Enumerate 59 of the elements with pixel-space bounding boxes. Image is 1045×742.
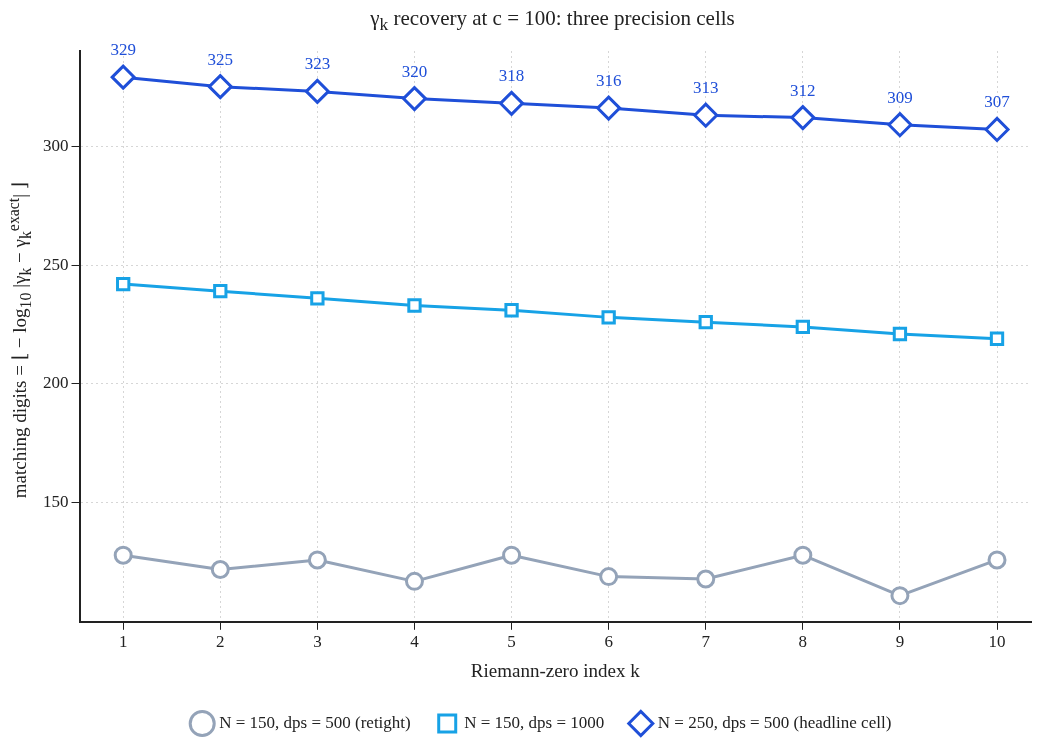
point — [401, 86, 427, 112]
point — [984, 116, 1010, 142]
point — [404, 571, 424, 591]
x-tick-label: 1 — [118, 632, 128, 652]
legend-label: N = 250, dps = 500 (headline cell) — [657, 712, 892, 732]
point — [207, 74, 233, 100]
point — [304, 78, 330, 104]
x-tick-label: 3 — [313, 632, 322, 652]
data-label: 313 — [692, 78, 719, 98]
point — [795, 319, 810, 335]
data-label: 320 — [401, 61, 428, 81]
x-tick-label: 4 — [410, 632, 420, 652]
x-tick-label: 8 — [798, 632, 808, 652]
point — [887, 112, 913, 138]
point — [504, 303, 519, 318]
x-tick-label: 6 — [604, 632, 613, 652]
point — [790, 105, 816, 131]
point — [213, 284, 228, 299]
x-tick-label: 9 — [895, 632, 905, 652]
point — [310, 291, 325, 306]
point — [210, 559, 230, 579]
point — [793, 545, 813, 565]
point — [596, 95, 622, 121]
y-tick-label: 250 — [43, 254, 69, 274]
x-tick-label: 10 — [988, 632, 1006, 652]
data-label: 316 — [595, 71, 622, 91]
y-tick-label: 300 — [43, 135, 69, 155]
x-tick-label: 5 — [507, 632, 516, 652]
data-label: 329 — [110, 40, 136, 60]
point — [307, 550, 327, 570]
data-label: 312 — [790, 80, 816, 100]
point — [599, 567, 619, 587]
point — [502, 545, 522, 565]
x-axis-title: Riemann-zero index k — [470, 659, 641, 681]
data-label: 307 — [984, 92, 1011, 112]
point — [601, 310, 616, 325]
x-tick-label: 7 — [701, 632, 711, 652]
point — [892, 326, 908, 342]
point — [499, 90, 525, 116]
point — [696, 569, 716, 589]
point — [989, 331, 1005, 346]
data-label: 318 — [498, 66, 525, 86]
point — [113, 545, 133, 565]
point — [407, 298, 422, 313]
point — [987, 550, 1007, 570]
data-label: 323 — [304, 54, 331, 74]
y-tick-label: 150 — [43, 492, 69, 512]
x-tick-label: 2 — [216, 632, 225, 652]
point — [693, 102, 719, 128]
legend-label: N = 150, dps = 1000 — [464, 712, 605, 732]
y-tick-label: 200 — [43, 373, 69, 393]
point — [698, 314, 713, 330]
point — [110, 64, 136, 90]
data-label: 309 — [887, 87, 913, 107]
chart-title: γ$_{k}$ recovery at c = 100: three precision cells — [369, 6, 736, 36]
point — [116, 276, 131, 292]
legend-label: N = 150, dps = 500 (retight) — [219, 712, 411, 732]
data-label: 325 — [207, 49, 234, 69]
point — [890, 586, 910, 606]
